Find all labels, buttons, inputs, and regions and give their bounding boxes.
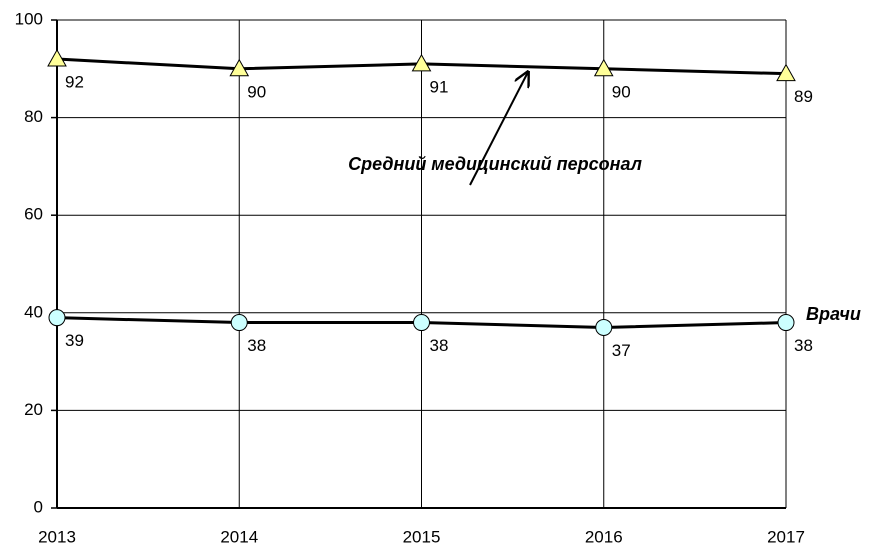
data-label: 37 — [612, 341, 631, 360]
marker — [776, 63, 796, 82]
data-label: 90 — [247, 82, 266, 101]
marker — [48, 309, 66, 327]
x-tick-label: 2014 — [220, 527, 258, 546]
marker — [411, 53, 432, 72]
data-label: 91 — [430, 77, 449, 96]
data-label: 39 — [65, 331, 84, 350]
marker — [413, 314, 430, 332]
data-label: 38 — [794, 336, 813, 355]
marker — [230, 314, 248, 332]
x-tick-label: 2013 — [38, 527, 76, 546]
y-tick-label: 80 — [24, 107, 43, 126]
marker — [229, 58, 250, 77]
x-tick-label: 2016 — [585, 527, 623, 546]
data-label: 90 — [612, 82, 631, 101]
x-tick-label: 2015 — [403, 527, 441, 546]
marker — [47, 49, 67, 67]
y-tick-label: 0 — [34, 497, 43, 516]
annotation-arrow — [469, 72, 528, 186]
data-label: 89 — [794, 87, 813, 106]
marker — [777, 314, 795, 332]
data-label: 92 — [65, 73, 84, 92]
marker — [595, 318, 613, 336]
y-tick-label: 20 — [24, 400, 43, 419]
y-tick-label: 60 — [24, 205, 43, 224]
data-label: 38 — [247, 336, 266, 355]
x-tick-label: 2017 — [767, 527, 805, 546]
marker — [593, 58, 614, 77]
series-label: Средний медицинский персонал — [348, 154, 642, 174]
data-label: 38 — [430, 336, 449, 355]
series-label: Врачи — [806, 304, 861, 324]
y-tick-label: 40 — [24, 302, 43, 321]
y-tick-label: 100 — [15, 9, 43, 28]
